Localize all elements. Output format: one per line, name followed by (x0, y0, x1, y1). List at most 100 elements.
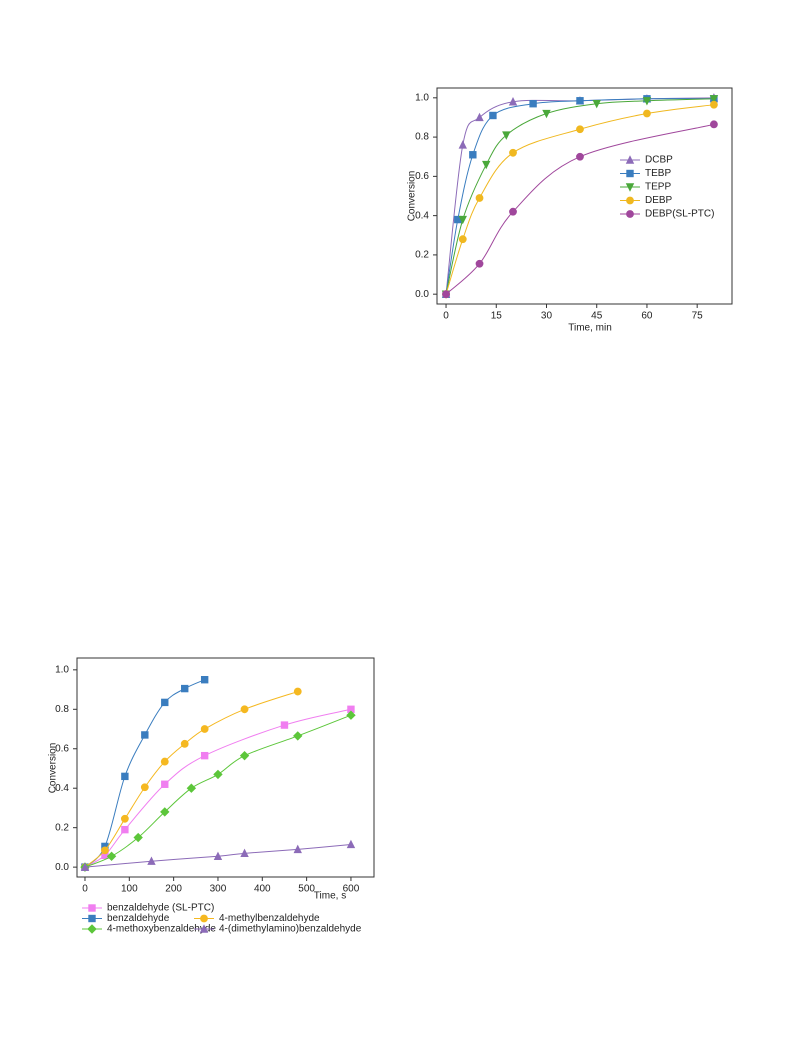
data-point (710, 100, 718, 109)
data-point (346, 839, 356, 849)
legend-label: benzaldehyde (SL-PTC) (107, 903, 214, 914)
x-tick-label: 0 (443, 311, 449, 322)
data-point (101, 842, 109, 851)
y-tick-label: 1.0 (415, 92, 429, 103)
legend-marker (626, 196, 634, 205)
data-point (529, 100, 537, 108)
x-tick-label: 600 (343, 884, 360, 895)
legend-label: DEBP (645, 195, 673, 206)
data-point (293, 731, 303, 741)
data-point (458, 235, 467, 244)
legend-label: TEBP (645, 168, 671, 179)
y-axis-label: Conversion (48, 743, 59, 794)
data-point (120, 814, 129, 823)
y-tick-label: 0.4 (415, 210, 429, 221)
data-point (200, 751, 209, 760)
y-tick-label: 0.0 (415, 289, 429, 300)
data-point (489, 111, 497, 120)
data-point (160, 807, 170, 817)
data-point (576, 125, 584, 134)
data-point (239, 750, 250, 761)
y-tick-label: 0.2 (55, 822, 69, 833)
data-point (482, 160, 491, 170)
data-point (709, 95, 719, 104)
data-point (475, 194, 484, 202)
data-point (469, 151, 477, 159)
data-point (121, 772, 129, 781)
data-point (458, 215, 467, 225)
data-point (181, 684, 189, 693)
x-axis-label: Time, s (314, 891, 346, 902)
data-point (213, 851, 223, 860)
data-point (140, 783, 149, 792)
legend-label: 4-(dimethylamino)benzaldehyde (219, 924, 362, 935)
data-point (186, 783, 197, 793)
data-point (280, 721, 289, 729)
x-tick-label: 75 (692, 311, 704, 322)
data-point (161, 780, 169, 788)
data-point (200, 676, 209, 684)
series-line (84, 843, 351, 868)
y-tick-label: 0.6 (55, 743, 69, 754)
series-line (445, 123, 715, 295)
data-point (442, 290, 450, 299)
legend-marker (626, 210, 634, 218)
data-point (576, 152, 584, 161)
y-tick-label: 0.8 (415, 132, 429, 143)
legend-marker (88, 914, 96, 923)
data-point (509, 148, 517, 157)
legend-label: DEBP(SL-PTC) (645, 209, 714, 220)
legend-marker (87, 924, 97, 934)
data-point (458, 140, 467, 149)
y-tick-label: 0.6 (415, 171, 429, 182)
legend-label: TEPP (645, 182, 671, 193)
series-line (84, 708, 352, 868)
data-point (147, 856, 156, 865)
data-point (160, 757, 169, 766)
x-tick-label: 15 (491, 311, 503, 322)
legend-marker (88, 904, 96, 912)
data-point (502, 131, 511, 140)
data-point (240, 705, 249, 714)
y-tick-label: 0.0 (55, 862, 69, 873)
data-point (346, 710, 356, 720)
data-point (106, 851, 117, 861)
data-point (141, 731, 149, 739)
legend-label: DCBP (645, 155, 673, 166)
x-tick-label: 45 (591, 311, 603, 322)
legend-marker (200, 914, 208, 923)
y-tick-label: 1.0 (55, 664, 69, 675)
data-point (213, 769, 223, 780)
data-point (710, 120, 718, 129)
x-tick-label: 300 (210, 884, 227, 895)
data-point (475, 112, 484, 122)
data-point (161, 698, 169, 707)
data-point (293, 844, 302, 854)
series-line (84, 679, 205, 868)
data-point (592, 100, 601, 109)
y-tick-label: 0.8 (55, 704, 69, 715)
data-point (293, 687, 302, 696)
x-tick-label: 500 (298, 884, 315, 895)
y-tick-label: 0.4 (55, 783, 69, 794)
data-point (643, 109, 651, 118)
data-point (240, 848, 249, 858)
data-point (576, 97, 584, 105)
data-point (475, 259, 484, 268)
plot-frame (436, 87, 733, 305)
data-point (133, 832, 143, 843)
legend-marker (626, 169, 634, 178)
data-point (454, 215, 462, 224)
x-tick-label: 30 (541, 311, 553, 322)
legend-label: benzaldehyde (107, 913, 170, 924)
series-line (84, 714, 352, 868)
data-point (347, 705, 355, 713)
x-tick-label: 200 (165, 884, 182, 895)
plot-frame (76, 657, 375, 878)
x-tick-label: 0 (82, 884, 88, 895)
legend-marker (199, 924, 209, 933)
data-point (542, 109, 551, 119)
data-point (508, 97, 518, 106)
